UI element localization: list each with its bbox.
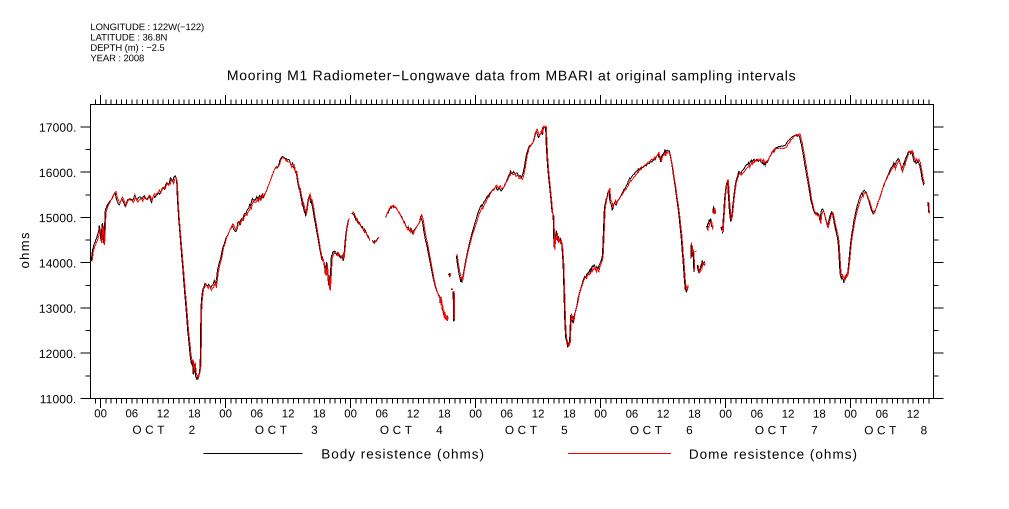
svg-text:00: 00 xyxy=(469,408,482,420)
svg-text:18: 18 xyxy=(438,408,451,420)
svg-text:00: 00 xyxy=(94,408,107,420)
svg-text:12: 12 xyxy=(657,409,670,421)
svg-text:06: 06 xyxy=(375,408,388,420)
svg-text:18: 18 xyxy=(813,409,826,421)
svg-text:12: 12 xyxy=(782,409,795,421)
svg-text:00: 00 xyxy=(844,409,857,421)
svg-text:OCT 2: OCT 2 xyxy=(132,423,199,437)
svg-text:OCT 3: OCT 3 xyxy=(255,423,322,437)
svg-text:ohms: ohms xyxy=(17,231,32,268)
svg-text:Dome resistence (ohms): Dome resistence (ohms) xyxy=(689,447,858,462)
svg-text:00: 00 xyxy=(344,408,357,420)
svg-text:13000.: 13000. xyxy=(39,302,77,316)
svg-text:Body resistence (ohms): Body resistence (ohms) xyxy=(321,447,485,462)
svg-text:18: 18 xyxy=(188,408,201,420)
svg-text:18: 18 xyxy=(688,409,701,421)
svg-text:17000.: 17000. xyxy=(39,121,77,135)
svg-text:Mooring M1 Radiometer−Longwave: Mooring M1 Radiometer−Longwave data from… xyxy=(227,67,796,83)
svg-text:12: 12 xyxy=(907,409,920,421)
svg-text:16000.: 16000. xyxy=(39,166,77,180)
svg-text:06: 06 xyxy=(250,408,263,420)
svg-text:OCT 6: OCT 6 xyxy=(630,423,697,437)
svg-text:OCT 8: OCT 8 xyxy=(864,423,931,437)
svg-text:11000.: 11000. xyxy=(40,392,77,406)
svg-text:12: 12 xyxy=(157,408,170,420)
svg-text:06: 06 xyxy=(626,409,639,421)
svg-text:06: 06 xyxy=(751,409,764,421)
svg-text:00: 00 xyxy=(219,408,232,420)
svg-text:06: 06 xyxy=(125,408,138,420)
svg-text:14000.: 14000. xyxy=(39,256,77,270)
svg-text:00: 00 xyxy=(719,409,732,421)
svg-text:OCT 7: OCT 7 xyxy=(755,423,822,437)
svg-text:LONGITUDE : 122W(−122): LONGITUDE : 122W(−122) xyxy=(90,22,204,33)
svg-text:15000.: 15000. xyxy=(39,211,77,225)
svg-text:12000.: 12000. xyxy=(39,347,77,361)
svg-text:18: 18 xyxy=(313,408,326,420)
svg-text:OCT 4: OCT 4 xyxy=(380,423,447,437)
svg-text:OCT 5: OCT 5 xyxy=(505,423,572,437)
svg-text:00: 00 xyxy=(594,409,607,421)
svg-text:12: 12 xyxy=(282,408,295,420)
svg-text:06: 06 xyxy=(876,409,889,421)
svg-text:DEPTH (m) : −2.5: DEPTH (m) : −2.5 xyxy=(90,43,164,54)
svg-text:12: 12 xyxy=(532,409,545,421)
svg-text:12: 12 xyxy=(407,408,420,420)
svg-text:YEAR : 2008: YEAR : 2008 xyxy=(90,53,144,64)
svg-text:LATITUDE : 36.8N: LATITUDE : 36.8N xyxy=(90,32,167,43)
svg-text:06: 06 xyxy=(500,408,513,420)
svg-text:18: 18 xyxy=(563,409,576,421)
